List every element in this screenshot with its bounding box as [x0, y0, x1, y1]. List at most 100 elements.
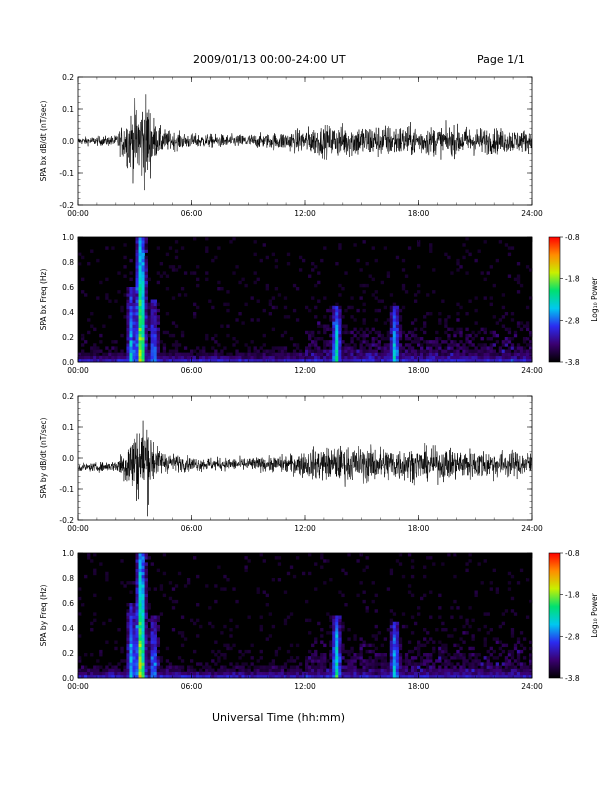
spectrogram-cell — [344, 308, 348, 313]
spectrogram-cell — [401, 268, 406, 272]
spectrogram-cell — [308, 352, 312, 357]
spectrogram-cell — [186, 352, 191, 357]
spectrogram-cell — [93, 349, 97, 353]
spectrogram-cell — [338, 243, 342, 247]
spectrogram-cell — [123, 274, 127, 278]
spectrogram-cell — [159, 587, 164, 591]
spectrogram-cell — [489, 265, 493, 269]
spectrogram-cell — [429, 312, 433, 316]
spectrogram-cell — [159, 358, 164, 363]
y-tick-label: -0.2 — [59, 516, 74, 525]
spectrogram-cell — [380, 346, 384, 350]
spectrogram-cell — [220, 674, 224, 679]
spectrogram-cell — [341, 315, 345, 319]
spectrogram-cell — [305, 599, 309, 604]
spectrogram-cell — [153, 637, 157, 641]
spectrogram-cell — [141, 258, 145, 263]
spectrogram-cell — [147, 640, 151, 644]
spectrogram-cell — [138, 596, 142, 601]
spectrogram-cell — [99, 358, 103, 363]
spectrogram-cell — [232, 668, 236, 673]
spectrogram-cell — [389, 659, 394, 663]
spectrogram-cell — [120, 581, 124, 585]
spectrogram-cell — [111, 352, 115, 357]
spectrogram-cell — [326, 340, 330, 344]
spectrogram-cell — [395, 318, 400, 322]
spectrogram-cell — [420, 643, 424, 648]
spectrogram-cell — [317, 271, 321, 275]
y-tick-label: 1.0 — [62, 549, 74, 558]
spectrogram-cell — [150, 656, 154, 660]
spectrogram-cell — [386, 628, 391, 632]
spectrogram-cell — [341, 668, 345, 673]
spectrogram-cell — [398, 637, 403, 641]
spectrogram-cell — [528, 346, 533, 350]
spectrogram-cell — [323, 346, 327, 350]
spectrogram-cell — [468, 656, 472, 660]
spectrogram-cell — [410, 615, 415, 619]
spectrogram-cell — [374, 358, 378, 363]
spectrogram-cell — [244, 674, 248, 679]
spectrogram-cell — [229, 618, 233, 623]
spectrogram-cell — [338, 653, 342, 657]
spectrogram-cell — [462, 355, 466, 360]
spectrogram-cell — [332, 665, 336, 669]
spectrogram-cell — [150, 618, 154, 623]
spectrogram-cell — [498, 671, 503, 676]
spectrogram-cell — [350, 662, 354, 666]
spectrogram-cell — [359, 283, 363, 288]
spectrogram-cell — [141, 293, 145, 297]
spectrogram-cell — [235, 318, 239, 322]
spectrogram-cell — [444, 643, 448, 648]
spectrogram-cell — [323, 662, 327, 666]
spectrogram-cell — [395, 674, 400, 679]
spectrogram-cell — [323, 643, 327, 648]
spectrogram-cell — [244, 343, 248, 347]
spectrogram-cell — [305, 352, 309, 357]
spectrogram-cell — [392, 346, 397, 350]
spectrogram-cell — [102, 674, 106, 679]
spectrogram-cell — [338, 312, 342, 316]
spectrogram-cell — [141, 346, 145, 350]
spectrogram-cell — [317, 656, 321, 660]
spectrogram-cell — [165, 358, 170, 363]
spectrogram-cell — [456, 674, 460, 679]
spectrogram-cell — [135, 255, 139, 260]
spectrogram-cell — [156, 659, 161, 663]
spectrogram-cell — [174, 665, 179, 669]
spectrogram-cell — [510, 312, 515, 316]
spectrogram-cell — [320, 352, 324, 357]
spectrogram-cell — [365, 340, 369, 344]
y-tick-label: 1.0 — [62, 233, 74, 242]
spectrogram-cell — [459, 330, 463, 335]
spectrogram-cell — [495, 656, 500, 660]
spectrogram-cell — [528, 333, 533, 338]
spectrogram-cell — [226, 671, 230, 676]
spectrogram-cell — [344, 659, 348, 663]
spectrogram-cell — [392, 340, 397, 344]
spectrogram-cell — [180, 246, 185, 250]
spectrogram-cell — [81, 337, 85, 341]
spectrogram-cell — [320, 628, 324, 632]
spectrogram-cell — [123, 243, 127, 247]
spectrogram-cell — [492, 656, 496, 660]
spectrogram-cell — [320, 659, 324, 663]
spectrogram-cell — [202, 674, 206, 679]
spectrogram-cell — [389, 656, 394, 660]
spectrogram-cell — [438, 352, 442, 357]
spectrogram-cell — [465, 631, 469, 635]
spectrogram-cell — [429, 358, 433, 363]
spectrogram-cell — [465, 271, 469, 275]
spectrogram-cell — [528, 358, 533, 363]
spectrogram-cell — [223, 358, 227, 363]
spectrogram-cell — [416, 349, 421, 353]
spectrogram-cell — [223, 574, 227, 579]
spectrogram-cell — [244, 671, 248, 676]
spectrogram-cell — [380, 280, 384, 285]
x-tick-label: 18:00 — [408, 682, 430, 691]
spectrogram-cell — [211, 346, 215, 350]
spectrogram-cell — [138, 258, 142, 263]
y-tick-label: 0.6 — [62, 283, 74, 292]
spectrogram-cell — [126, 355, 130, 360]
spectrogram-cell — [132, 352, 136, 357]
